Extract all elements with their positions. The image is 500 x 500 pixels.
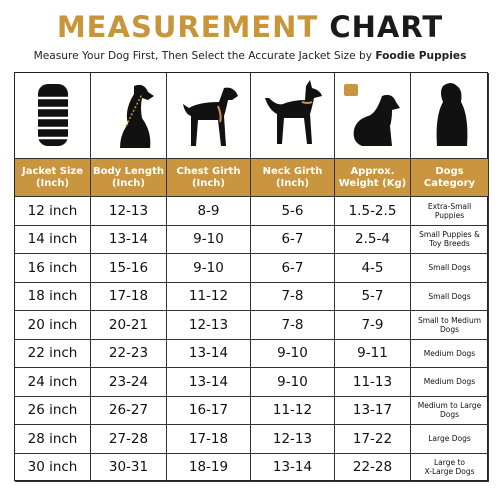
dog-icon — [343, 83, 400, 146]
table-cell: Medium Dogs — [411, 339, 489, 368]
table-cell: 14 inch — [15, 225, 91, 254]
table-cell: 12 inch — [15, 197, 91, 226]
header-cell: Approx. Weight (Kg) — [335, 159, 411, 197]
table-cell: 16-17 — [167, 396, 251, 425]
table-cell: 9-10 — [167, 254, 251, 283]
table-cell: 11-13 — [335, 368, 411, 397]
table-cell: 18-19 — [167, 453, 251, 482]
table-cell: 4-5 — [335, 254, 411, 283]
table-cell: Large Dogs — [411, 425, 489, 454]
table-cell: Medium Dogs — [411, 368, 489, 397]
table-cell: 7-9 — [335, 311, 411, 340]
table-cell: 17-18 — [91, 282, 167, 311]
table-cell: 20-21 — [91, 311, 167, 340]
table-cell: 9-10 — [251, 339, 335, 368]
table: Jacket Size (Inch) Body Length (Inch) Ches… — [14, 72, 489, 482]
table-cell: 22-23 — [91, 339, 167, 368]
table-cell: 7-8 — [251, 282, 335, 311]
icon-cell — [167, 73, 251, 159]
jacket-icon — [37, 83, 68, 146]
table-cell: 5-6 — [251, 197, 335, 226]
table-cell: Small Dogs — [411, 254, 489, 283]
subtitle: Measure Your Dog First, Then Select the … — [0, 50, 500, 62]
table-cell: 13-14 — [251, 453, 335, 482]
header-cell: Dogs Category — [411, 159, 489, 197]
table-cell: 6-7 — [251, 225, 335, 254]
table-cell: 1.5-2.5 — [335, 197, 411, 226]
table-cell: Medium to Large Dogs — [411, 396, 489, 425]
icon-cell — [335, 73, 411, 159]
table-cell: 12-13 — [91, 197, 167, 226]
header-cell: Neck Girth (Inch) — [251, 159, 335, 197]
table-cell: 15-16 — [91, 254, 167, 283]
table-cell: 5-7 — [335, 282, 411, 311]
table-cell: 27-28 — [91, 425, 167, 454]
title-part: CHART — [329, 10, 444, 44]
table-cell: 30-31 — [91, 453, 167, 482]
table-cell: 12-13 — [251, 425, 335, 454]
table-cell: 16 inch — [15, 254, 91, 283]
table-cell: 7-8 — [251, 311, 335, 340]
table-cell: 6-7 — [251, 254, 335, 283]
title-part: MEASUREMENT — [56, 10, 319, 44]
table-cell: 23-24 — [91, 368, 167, 397]
table-cell: 30 inch — [15, 453, 91, 482]
dog-icon — [436, 82, 467, 146]
icon-cell — [251, 73, 335, 159]
table-cell: 13-14 — [167, 368, 251, 397]
title: MEASUREMENT CHART — [0, 10, 500, 44]
table-cell: 13-14 — [167, 339, 251, 368]
table-cell: 2.5-4 — [335, 225, 411, 254]
header-cell: Jacket Size (Inch) — [15, 159, 91, 197]
table-cell: 20 inch — [15, 311, 91, 340]
table-cell: 24 inch — [15, 368, 91, 397]
icon-cell — [411, 73, 489, 159]
table-cell: 26 inch — [15, 396, 91, 425]
table-cell: 28 inch — [15, 425, 91, 454]
header-cell: Body Length (Inch) — [91, 159, 167, 197]
table-cell: 17-22 — [335, 425, 411, 454]
table-cell: 8-9 — [167, 197, 251, 226]
header-cell: Chest Girth (Inch) — [167, 159, 251, 197]
dog-icon — [264, 79, 322, 144]
brand: Foodie Puppies — [375, 50, 467, 62]
table-cell: 13-17 — [335, 396, 411, 425]
table-cell: 26-27 — [91, 396, 167, 425]
table-cell: Small Puppies & Toy Breeds — [411, 225, 489, 254]
table-cell: Large to X-Large Dogs — [411, 453, 489, 482]
table-cell: Small to Medium Dogs — [411, 311, 489, 340]
table-cell: Small Dogs — [411, 282, 489, 311]
dog-icon — [182, 87, 238, 146]
table-cell: 18 inch — [15, 282, 91, 311]
table-cell: 11-12 — [251, 396, 335, 425]
dog-icon — [119, 84, 154, 148]
table-cell: 12-13 — [167, 311, 251, 340]
table-cell: 11-12 — [167, 282, 251, 311]
table-cell: 9-11 — [335, 339, 411, 368]
table-cell: 22 inch — [15, 339, 91, 368]
table-cell: Extra-Small Puppies — [411, 197, 489, 226]
table-cell: 9-10 — [251, 368, 335, 397]
icon-cell — [15, 73, 91, 159]
table-cell: 13-14 — [91, 225, 167, 254]
subtitle-text: Measure Your Dog First, Then Select the … — [33, 50, 372, 62]
icon-cell — [91, 73, 167, 159]
table-cell: 17-18 — [167, 425, 251, 454]
table-cell: 22-28 — [335, 453, 411, 482]
table-cell: 9-10 — [167, 225, 251, 254]
